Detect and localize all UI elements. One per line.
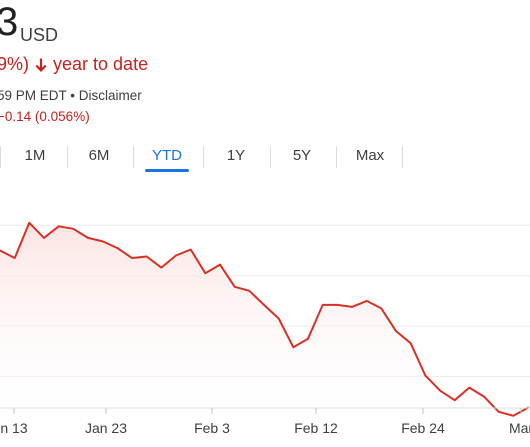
timestamp: 59 PM EDT <box>0 88 67 103</box>
price-value: 3 <box>0 0 19 44</box>
chart-series-line <box>0 221 529 417</box>
chart-area-fill <box>0 222 528 416</box>
tab-1m[interactable]: 1M <box>24 147 46 164</box>
x-axis-tick-label: Feb 3 <box>194 420 230 436</box>
tab-separator <box>0 146 1 168</box>
disclaimer-link[interactable]: Disclaimer <box>78 88 142 103</box>
period-label: year to date <box>53 54 149 74</box>
tab-separator <box>67 146 68 168</box>
tab-5y[interactable]: 5Y <box>292 147 312 164</box>
x-axis-tick-label: n 13 <box>0 420 27 436</box>
tab-active-underline <box>145 169 189 172</box>
change-percent: 9%) <box>0 54 30 74</box>
x-axis-tick-label: Mar <box>509 420 530 436</box>
tab-1y[interactable]: 1Y <box>226 147 246 164</box>
price-change: 9%) year to date <box>0 54 148 75</box>
tab-separator <box>203 146 204 168</box>
x-axis-tick-label: Feb 12 <box>294 420 338 436</box>
tab-separator <box>270 146 271 168</box>
tab-max[interactable]: Max <box>355 147 385 164</box>
timestamp-line: 59 PM EDT • Disclaimer <box>0 88 142 103</box>
x-axis-tick-label: Feb 24 <box>401 420 445 436</box>
tab-separator <box>336 146 337 168</box>
currency-label: USD <box>20 25 59 45</box>
after-hours-change: −0.14 (0.056%) <box>0 109 90 124</box>
x-axis-tick-label: Jan 23 <box>85 420 127 436</box>
range-tabs: 1M 6M YTD 1Y 5Y Max <box>0 138 530 174</box>
price-chart[interactable]: n 13 Jan 23 Feb 3 Feb 12 Feb 24 Mar <box>0 190 530 442</box>
tab-separator <box>133 146 134 168</box>
tab-6m[interactable]: 6M <box>88 147 110 164</box>
tab-ytd[interactable]: YTD <box>152 147 182 164</box>
arrow-down-icon <box>34 57 48 73</box>
tab-separator <box>402 146 403 168</box>
separator-dot: • <box>70 88 76 103</box>
